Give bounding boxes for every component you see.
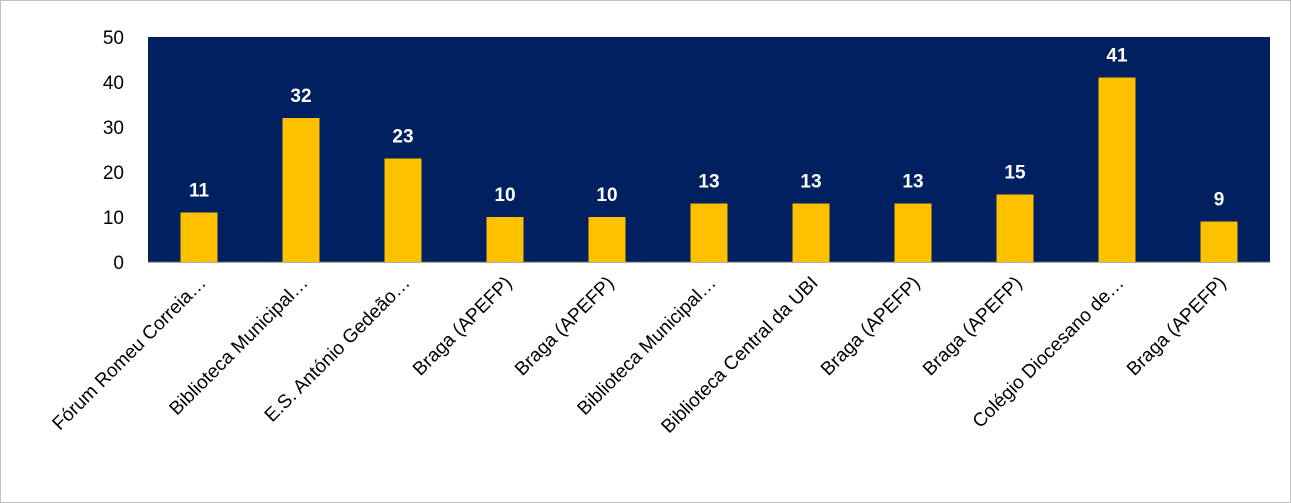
bar-value-label: 9 (1214, 190, 1225, 211)
bar-value-label: 15 (1004, 163, 1026, 184)
bar (792, 203, 830, 262)
bar (894, 203, 932, 262)
bar-value-label: 23 (392, 127, 413, 148)
bar-value-label: 13 (698, 172, 719, 193)
bar (588, 217, 626, 262)
bar-value-label: 32 (290, 86, 311, 107)
bar (1200, 221, 1238, 262)
y-tick-label: 40 (103, 73, 124, 94)
bar-value-label: 10 (596, 185, 617, 206)
bar (384, 158, 422, 262)
bar (1098, 77, 1136, 262)
data-labels: 11 32 23 10 10 13 13 13 15 41 9 (189, 46, 1224, 211)
bar-value-label: 41 (1106, 46, 1128, 67)
y-axis-ticks: 0 10 20 30 40 50 (103, 28, 124, 274)
bar (282, 118, 320, 262)
y-tick-label: 10 (103, 208, 124, 229)
y-tick-label: 0 (113, 253, 124, 274)
y-tick-label: 20 (103, 163, 124, 184)
bar-value-label: 10 (494, 185, 515, 206)
bars (180, 77, 1238, 262)
y-tick-label: 50 (103, 28, 124, 49)
bar (996, 194, 1034, 262)
bar (486, 217, 524, 262)
bar (690, 203, 728, 262)
bar-value-label: 13 (902, 172, 923, 193)
bar-value-label: 13 (800, 172, 821, 193)
y-tick-label: 30 (103, 118, 124, 139)
bar-value-label: 11 (189, 181, 210, 202)
bar (180, 212, 218, 262)
